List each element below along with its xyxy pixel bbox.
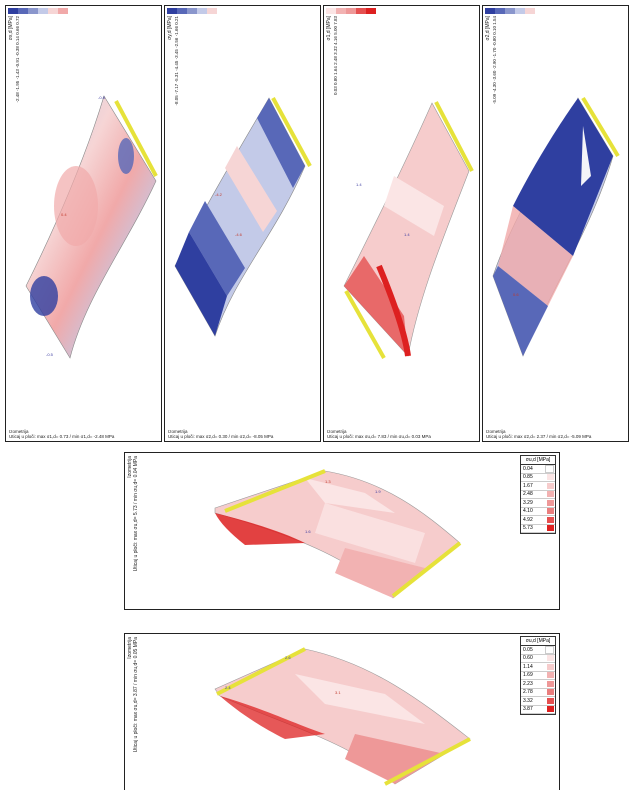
legend-bottom-row: 1.14 [521,663,555,672]
svg-text:1.6: 1.6 [305,529,311,534]
stress-panel-1: σx,d [MPa] -2.48 -1.95 -1.43 -0.91 -0.38… [5,5,162,442]
svg-text:0.6: 0.6 [513,292,519,297]
stress-panel-middle: Izometrija Uticaj u ploči: max σu,d= 5.7… [124,452,560,610]
legend-middle-value: 0.04 [523,465,533,472]
footer-1-text: Uticaj u ploči: max σ1,d= 0.73 / min σ1,… [9,434,115,439]
legend-middle-value: 4.10 [523,508,533,515]
legend-middle-row: 1.67 [521,482,555,491]
shell-plot-3: 1.4 1.4 [343,101,474,359]
legend-bottom-value: 1.69 [523,672,533,679]
svg-text:-0.8: -0.8 [98,95,106,100]
svg-text:1.4: 1.4 [356,182,362,187]
legend-middle-value: 1.67 [523,482,533,489]
footer-3: Izometrija Uticaj u ploči: max σu,d= 7.83… [327,429,431,439]
legend-bottom-row: 3.87 [521,706,555,714]
legend-bottom-row: 1.69 [521,672,555,680]
footer-2-title: Izometrija [168,429,188,434]
svg-text:2.6: 2.6 [285,655,291,660]
footer-1-title: Izometrija [9,429,29,434]
legend-bottom-value: 2.78 [523,689,533,696]
legend-bottom-value: 2.23 [523,680,533,687]
legend-middle-row: 3.29 [521,499,555,508]
svg-text:1.9: 1.9 [375,489,381,494]
svg-text:2.4: 2.4 [225,685,231,690]
legend-middle: σu,d [MPa] 0.04 0.85 1.67 2.48 3.29 4.10… [520,455,556,534]
legend-middle-value: 5.73 [523,525,533,532]
stress-panel-bottom: Izometrija Uticaj u ploči: max σu,d= 3.8… [124,633,560,790]
legend-middle-row: 2.48 [521,491,555,499]
svg-text:-0.5: -0.5 [46,352,54,357]
shell-plot-bottom: 2.4 2.6 3.1 [214,647,471,786]
legend-middle-title: σu,d [MPa] [521,456,555,465]
footer-2-text: Uticaj u ploči: max σ2,d= 0.30 / min σ2,… [168,434,274,439]
legend-bottom-value: 1.14 [523,663,533,670]
legend-bottom-value: 3.32 [523,697,533,704]
legend-swatches-4 [485,8,535,14]
stress-panel-4: σ2,d [MPa] -5.09 -4.30 -3.60 -2.90 -1.70… [482,5,629,442]
legend-3 [326,8,376,36]
footer-4-title: Izometrija [486,429,506,434]
legend-bottom: σu,d [MPa] 0.05 0.60 1.14 1.69 2.23 2.78… [520,636,556,715]
shell-plot-1: -0.8 0.4 -0.5 [25,95,158,359]
legend-bottom-title: σu,d [MPa] [521,637,555,646]
stress-panel-3: σ1,d [MPa] 0.03 0.80 1.64 2.48 3.32 4.16… [323,5,480,442]
legend-middle-row: 0.85 [521,474,555,482]
svg-text:1.3: 1.3 [325,479,331,484]
legend-swatches-3 [326,8,376,14]
legend-bottom-value: 3.87 [523,706,533,713]
legend-bottom-value: 0.05 [523,646,533,653]
shell-plot-2: -4.2 -4.6 [174,97,312,337]
legend-bottom-row: 2.23 [521,680,555,689]
svg-text:1.4: 1.4 [404,232,410,237]
stress-panel-2: σy,d [MPa] -8.05 -7.17 -5.31 -4.45 -3.45… [164,5,321,442]
legend-bottom-row: 3.32 [521,697,555,706]
svg-text:0.4: 0.4 [61,212,67,217]
shell-plot-middle: 1.6 1.9 1.3 [214,469,462,599]
legend-bottom-row: 2.78 [521,689,555,697]
footer-4: Izometrija Uticaj u ploči: max σ2,d= 2.37… [486,429,591,439]
footer-3-text: Uticaj u ploči: max σu,d= 7.83 / min σu,… [327,434,431,439]
shell-plot-4: 0.6 [492,96,620,357]
svg-text:-4.2: -4.2 [215,192,223,197]
legend-4 [485,8,535,36]
legend-middle-row: 4.92 [521,516,555,525]
legend-middle-row: 5.73 [521,525,555,533]
legend-bottom-value: 0.60 [523,655,533,662]
legend-swatches-1 [8,8,68,14]
legend-middle-value: 0.85 [523,474,533,481]
legend-middle-row: 4.10 [521,508,555,516]
footer-1: Izometrija Uticaj u ploči: max σ1,d= 0.73… [9,429,114,439]
legend-middle-value: 4.92 [523,516,533,523]
svg-text:3.1: 3.1 [335,690,341,695]
footer-2: Izometrija Uticaj u ploči: max σ2,d= 0.30… [168,429,273,439]
legend-middle-row: 0.04 [521,464,555,474]
footer-3-title: Izometrija [327,429,347,434]
legend-2 [167,8,217,36]
legend-swatches-2 [167,8,217,14]
footer-4-text: Uticaj u ploči: max σ2,d= 2.37 / min σ2,… [486,434,592,439]
legend-middle-value: 3.29 [523,499,533,506]
legend-bottom-row: 0.60 [521,655,555,663]
svg-text:-4.6: -4.6 [235,232,243,237]
legend-1 [8,8,68,36]
legend-middle-value: 2.48 [523,491,533,498]
legend-bottom-row: 0.05 [521,645,555,655]
